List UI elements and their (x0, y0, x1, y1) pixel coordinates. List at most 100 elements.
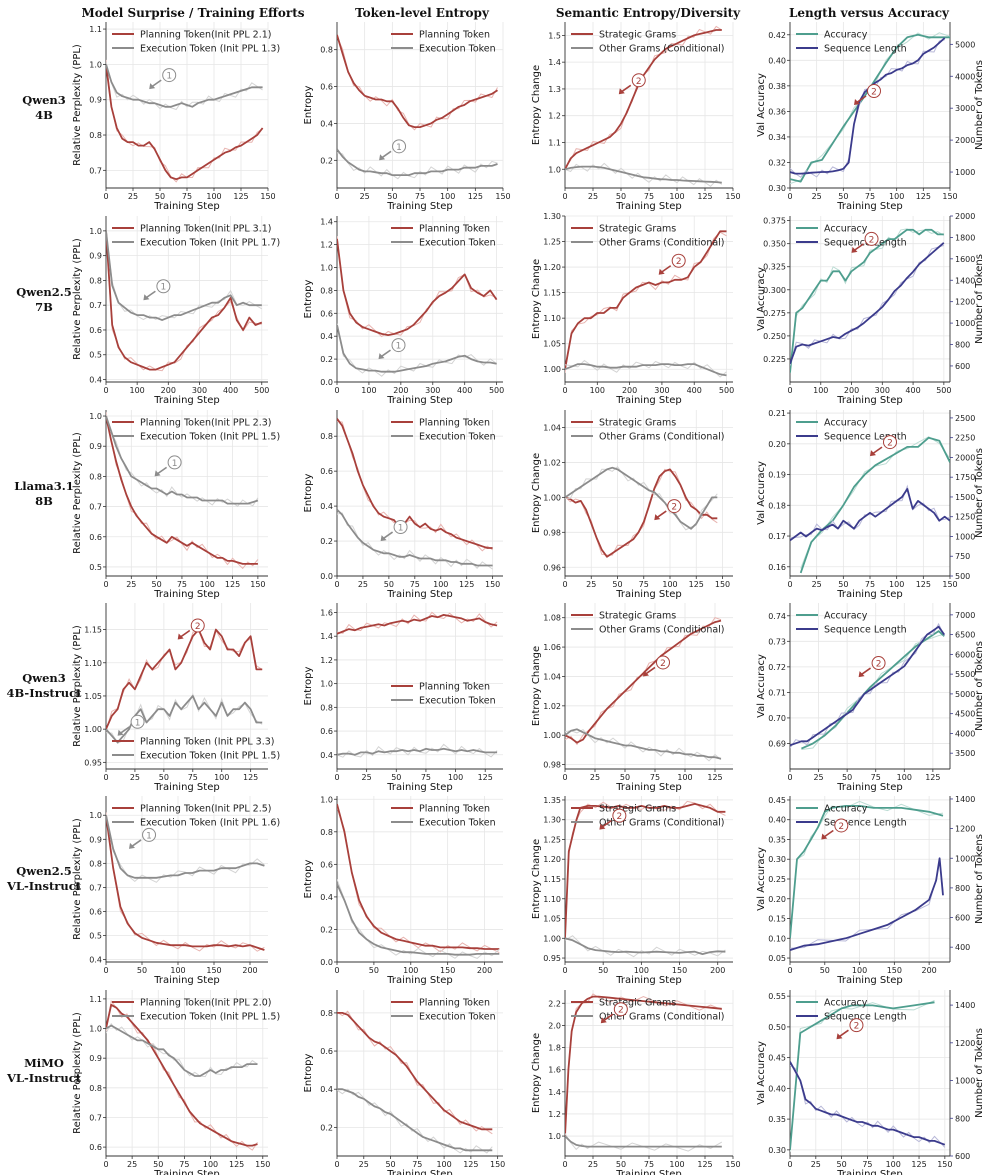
y-tick-label: 1.0 (89, 412, 102, 421)
x-axis-label: Training Step (615, 395, 681, 406)
annotation-circle (167, 455, 182, 470)
annotation-label: 2 (618, 1006, 624, 1016)
series-shadow-navy (790, 1064, 946, 1148)
x-tick-label: 0 (562, 773, 567, 782)
y-tick-label: 1.2 (548, 112, 561, 121)
legend-label: Other Grams (Conditional) (599, 44, 725, 55)
series-shadow-gray (565, 359, 727, 378)
column-title-2: Semantic Entropy/Diversity (556, 6, 741, 20)
y-tick-label: 1.1 (89, 995, 102, 1004)
x-tick-label: 125 (463, 1160, 478, 1169)
series-line-red (565, 230, 727, 370)
y-tick-label: 0.6 (320, 1047, 333, 1056)
y-tick-label: 0.2 (320, 537, 333, 546)
series-group (790, 1000, 946, 1152)
series-line-gray (565, 363, 727, 377)
annotation-circle (671, 253, 686, 268)
series-shadow-red (337, 1010, 493, 1135)
x-tick-label: 100 (130, 386, 145, 395)
y-tick-label: 0.8 (320, 828, 333, 837)
series-group (337, 1010, 493, 1154)
series-shadow-red (337, 807, 500, 954)
y-tick-label: 1.1 (548, 138, 561, 147)
legend-label: Execution Token (Init PPL 1.7) (140, 238, 280, 249)
x-axis-label: Training Step (615, 589, 681, 600)
series-group (106, 59, 264, 183)
y-right-tick-label: 1500 (955, 493, 975, 502)
x-tick-label: 50 (838, 192, 848, 201)
y-axis-label: Entropy Change (531, 453, 542, 533)
x-tick-label: 50 (137, 966, 147, 975)
x-tick-label: 100 (206, 192, 221, 201)
x-tick-label: 75 (179, 1160, 189, 1169)
legend-label: Sequence Length (824, 1012, 907, 1023)
annotation-label: 1 (396, 342, 402, 352)
x-axis-label: Training Step (386, 975, 452, 986)
x-axis-label: Training Step (836, 1169, 902, 1175)
y-axis-label: Entropy Change (531, 65, 542, 145)
y-axis-label: Entropy Change (531, 1033, 542, 1113)
y-tick-label: 0.0 (320, 958, 333, 967)
series-shadow-teal (800, 436, 950, 569)
series-line-navy (790, 1061, 946, 1146)
series-line-gray (337, 148, 498, 177)
x-axis-label: Training Step (153, 975, 219, 986)
x-tick-label: 0 (334, 386, 339, 395)
legend-label: Planning Token(Init PPL 2.1) (140, 30, 271, 41)
x-tick-label: 25 (813, 773, 823, 782)
row-label-0-line1: Qwen3 (22, 93, 66, 107)
panel-r0c0: 0 25 50 75 100 125 150 0.7 0.8 0.9 1.0 1.1 Training … (72, 22, 280, 212)
x-tick-label: 50 (155, 192, 165, 201)
series-line-gray (106, 695, 263, 744)
x-tick-label: 75 (412, 1160, 422, 1169)
y-axis-label: Entropy (303, 85, 314, 124)
legend-label: Sequence Length (824, 238, 907, 249)
y-right-tick-label: 1250 (955, 513, 975, 522)
y-tick-label: 0.10 (768, 934, 786, 943)
x-tick-label: 50 (820, 966, 830, 975)
y-right-tick-label: 2250 (955, 434, 975, 443)
x-tick-label: 75 (862, 1160, 872, 1169)
series-line-navy (790, 37, 946, 175)
series-shadow-gray (337, 879, 500, 959)
annotation-label: 2 (636, 77, 642, 87)
x-tick-label: 0 (562, 966, 567, 975)
y-axis-label: Entropy (303, 473, 314, 512)
x-tick-label: 125 (916, 192, 931, 201)
series-line-gray (106, 64, 263, 108)
x-axis-label: Training Step (153, 589, 219, 600)
panel-r3c1: 0 25 50 75 100 125 0.4 0.6 0.8 1.0 1.2 1.4 1.6 Traini… (303, 603, 503, 793)
x-tick-label: 0 (787, 1160, 792, 1169)
legend-label: Execution Token (Init PPL 1.5) (140, 1012, 280, 1023)
x-tick-label: 50 (612, 580, 622, 589)
y-tick-label: 1.0 (89, 811, 102, 820)
y-tick-label: 0.9 (89, 252, 102, 261)
y-tick-label: 0.7 (89, 503, 102, 512)
y-right-tick-label: 4000 (955, 72, 975, 81)
y-axis-label: Entropy (303, 1053, 314, 1092)
y-tick-label: 1.05 (543, 915, 561, 924)
legend-label: Accuracy (824, 804, 868, 815)
legend-label: Planning Token (419, 418, 490, 429)
x-tick-label: 25 (362, 773, 372, 782)
y-axis-label: Entropy (303, 859, 314, 898)
panel-r5c0: 0 25 50 75 100 125 150 0.6 0.7 0.8 0.9 1.0 1.1 Traini… (72, 990, 280, 1175)
y-tick-label: 0.0 (320, 572, 333, 581)
x-tick-label: 100 (433, 580, 448, 589)
x-tick-label: 0 (334, 966, 339, 975)
x-tick-label: 50 (369, 966, 379, 975)
x-tick-label: 200 (477, 966, 492, 975)
x-axis-label: Training Step (386, 395, 452, 406)
series-group (106, 230, 263, 372)
legend-label: Accuracy (824, 30, 868, 41)
x-axis-label: Training Step (836, 589, 902, 600)
y-tick-label: 0.9 (89, 96, 102, 105)
y-tick-label: 0.4 (320, 119, 333, 128)
y-right-tick-label: 400 (955, 943, 970, 952)
annotation-circle (392, 139, 407, 154)
y-tick-label: 0.8 (320, 432, 333, 441)
y-tick-label: 0.6 (320, 309, 333, 318)
y-tick-label: 0.30 (768, 1146, 786, 1155)
x-tick-label: 50 (385, 1160, 395, 1169)
x-tick-label: 75 (410, 580, 420, 589)
